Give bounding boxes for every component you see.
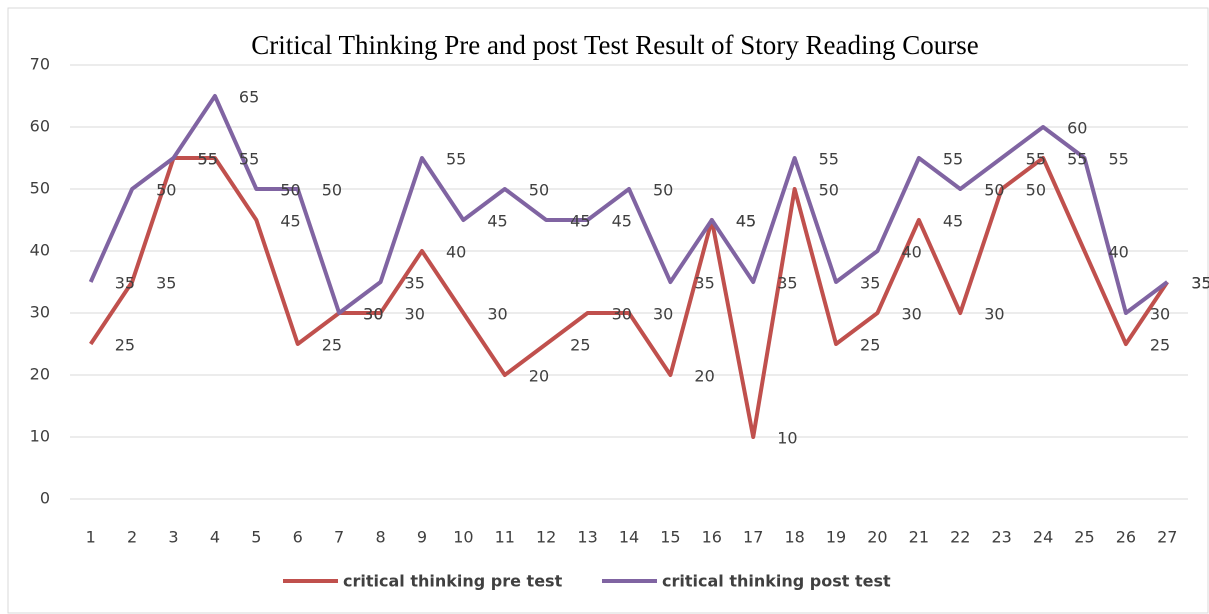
data-label: 30 bbox=[984, 305, 1004, 324]
data-label: 55 bbox=[1067, 150, 1087, 169]
data-label: 55 bbox=[239, 150, 259, 169]
data-label: 50 bbox=[280, 181, 300, 200]
x-tick-label: 17 bbox=[743, 528, 763, 547]
data-label: 55 bbox=[1108, 150, 1128, 169]
y-tick-label: 30 bbox=[30, 303, 50, 322]
x-tick-label: 24 bbox=[1033, 528, 1053, 547]
data-label: 45 bbox=[280, 212, 300, 231]
data-label: 35 bbox=[1191, 274, 1209, 293]
data-label: 55 bbox=[819, 150, 839, 169]
data-label: 60 bbox=[1067, 119, 1087, 138]
x-tick-label: 27 bbox=[1157, 528, 1177, 547]
data-label: 50 bbox=[322, 181, 342, 200]
x-tick-label: 6 bbox=[293, 528, 303, 547]
data-label: 40 bbox=[901, 243, 921, 262]
x-tick-label: 7 bbox=[334, 528, 344, 547]
x-tick-label: 5 bbox=[251, 528, 261, 547]
data-label: 30 bbox=[1150, 305, 1170, 324]
x-tick-label: 14 bbox=[619, 528, 639, 547]
data-label: 35 bbox=[405, 274, 425, 293]
x-tick-label: 2 bbox=[127, 528, 137, 547]
x-tick-label: 12 bbox=[536, 528, 556, 547]
x-tick-label: 10 bbox=[453, 528, 473, 547]
x-tick-label: 15 bbox=[660, 528, 680, 547]
x-tick-label: 9 bbox=[417, 528, 427, 547]
x-tick-label: 25 bbox=[1074, 528, 1094, 547]
legend-label: critical thinking pre test bbox=[343, 572, 563, 591]
data-label: 30 bbox=[612, 305, 632, 324]
data-label: 40 bbox=[446, 243, 466, 262]
data-label: 30 bbox=[901, 305, 921, 324]
y-tick-label: 70 bbox=[30, 55, 50, 74]
y-tick-label: 20 bbox=[30, 365, 50, 384]
data-label: 35 bbox=[1191, 274, 1209, 293]
data-label: 55 bbox=[446, 150, 466, 169]
data-label: 35 bbox=[860, 274, 880, 293]
x-tick-label: 21 bbox=[909, 528, 929, 547]
data-label: 50 bbox=[156, 181, 176, 200]
data-label: 20 bbox=[529, 367, 549, 386]
data-label: 50 bbox=[819, 181, 839, 200]
data-label: 25 bbox=[322, 336, 342, 355]
data-label: 45 bbox=[487, 212, 507, 231]
x-tick-label: 22 bbox=[950, 528, 970, 547]
data-label: 30 bbox=[487, 305, 507, 324]
x-tick-label: 23 bbox=[991, 528, 1011, 547]
data-label: 45 bbox=[736, 212, 756, 231]
series-line bbox=[88, 94, 1169, 315]
data-label: 45 bbox=[570, 212, 590, 231]
x-tick-label: 1 bbox=[86, 528, 96, 547]
chart-title: Critical Thinking Pre and post Test Resu… bbox=[251, 30, 979, 60]
x-tick-label: 26 bbox=[1116, 528, 1136, 547]
data-label: 30 bbox=[363, 305, 383, 324]
data-label: 25 bbox=[1150, 336, 1170, 355]
data-label: 25 bbox=[570, 336, 590, 355]
data-label: 30 bbox=[363, 305, 383, 324]
data-label: 35 bbox=[115, 274, 135, 293]
y-tick-label: 10 bbox=[30, 427, 50, 446]
y-tick-label: 40 bbox=[30, 241, 50, 260]
data-label: 55 bbox=[1026, 150, 1046, 169]
x-tick-label: 19 bbox=[826, 528, 846, 547]
x-tick-label: 20 bbox=[867, 528, 887, 547]
x-tick-label: 8 bbox=[375, 528, 385, 547]
data-label: 65 bbox=[239, 88, 259, 107]
data-label: 50 bbox=[1026, 181, 1046, 200]
x-tick-label: 4 bbox=[210, 528, 220, 547]
data-label: 50 bbox=[653, 181, 673, 200]
data-label: 35 bbox=[694, 274, 714, 293]
data-label: 55 bbox=[198, 150, 218, 169]
y-tick-label: 60 bbox=[30, 117, 50, 136]
x-tick-label: 16 bbox=[702, 528, 722, 547]
data-label: 10 bbox=[777, 429, 797, 448]
x-tick-label: 18 bbox=[784, 528, 804, 547]
data-label: 25 bbox=[115, 336, 135, 355]
x-tick-label: 3 bbox=[168, 528, 178, 547]
data-label: 20 bbox=[694, 367, 714, 386]
chart-border bbox=[7, 7, 1209, 614]
x-tick-label: 13 bbox=[577, 528, 597, 547]
y-tick-label: 50 bbox=[30, 179, 50, 198]
data-label: 45 bbox=[943, 212, 963, 231]
x-tick-label: 11 bbox=[495, 528, 515, 547]
data-label: 55 bbox=[198, 150, 218, 169]
series-line bbox=[89, 156, 1169, 439]
data-label: 50 bbox=[529, 181, 549, 200]
data-label: 35 bbox=[156, 274, 176, 293]
data-label: 35 bbox=[777, 274, 797, 293]
data-label: 40 bbox=[1108, 243, 1128, 262]
data-label: 30 bbox=[653, 305, 673, 324]
data-label: 30 bbox=[405, 305, 425, 324]
data-label: 50 bbox=[984, 181, 1004, 200]
data-label: 55 bbox=[943, 150, 963, 169]
data-label: 45 bbox=[612, 212, 632, 231]
data-label: 25 bbox=[860, 336, 880, 355]
y-tick-label: 0 bbox=[40, 489, 50, 508]
data-label: 45 bbox=[736, 212, 756, 231]
legend-label: critical thinking post test bbox=[662, 572, 891, 591]
